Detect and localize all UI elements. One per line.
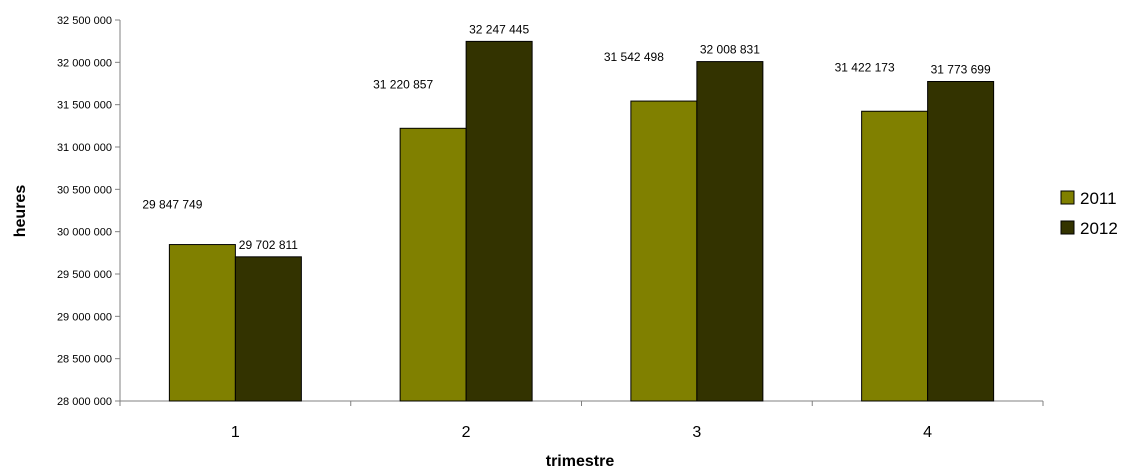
bars — [168, 40, 995, 402]
bar-2012-3 — [696, 61, 764, 402]
y-tick-label: 30 000 000 — [57, 227, 112, 239]
data-label-2011-4: 31 422 173 — [835, 60, 895, 74]
bar-2012-1 — [234, 256, 302, 402]
legend-swatch-2011 — [1060, 190, 1075, 205]
y-tick-label: 32 500 000 — [57, 15, 112, 27]
data-label-2011-1: 29 847 749 — [142, 198, 202, 212]
bar-2011-1 — [168, 244, 236, 402]
x-axis-ticks: 1 2 3 4 — [119, 401, 1044, 441]
legend-item-2012: 2012 — [1060, 219, 1118, 238]
bar-2011-3 — [630, 100, 698, 402]
x-tick-label: 4 — [923, 424, 932, 441]
data-label-2011-3: 31 542 498 — [604, 50, 664, 64]
y-tick-label: 29 500 000 — [57, 269, 112, 281]
x-axis-title: trimestre — [546, 453, 615, 470]
y-tick-label: 31 500 000 — [57, 100, 112, 112]
y-tick-label: 29 000 000 — [57, 311, 112, 323]
y-tick-label: 30 500 000 — [57, 184, 112, 196]
legend-swatch-2012 — [1060, 220, 1075, 235]
bar-2012-4 — [927, 80, 995, 402]
data-label-2012-3: 32 008 831 — [700, 43, 760, 57]
legend-label-2011: 2011 — [1080, 189, 1117, 208]
y-tick-label: 28 000 000 — [57, 396, 112, 408]
y-axis-ticks: 28 000 000 28 500 000 29 000 000 29 500 000… — [57, 15, 120, 408]
data-label-2011-2: 31 220 857 — [373, 77, 433, 91]
bar-2011-4 — [861, 110, 929, 402]
y-tick-label: 31 000 000 — [57, 142, 112, 154]
y-tick-label: 28 500 000 — [57, 354, 112, 366]
legend-item-2011: 2011 — [1060, 189, 1117, 208]
x-tick-label: 3 — [692, 424, 701, 441]
bar-2012-2 — [465, 40, 533, 402]
data-label-2012-4: 31 773 699 — [931, 62, 991, 76]
data-label-2012-2: 32 247 445 — [469, 22, 529, 36]
x-tick-label: 2 — [462, 424, 471, 441]
legend-label-2012: 2012 — [1080, 219, 1118, 238]
y-tick-label: 32 000 000 — [57, 57, 112, 69]
legend: 2011 2012 — [1060, 189, 1118, 238]
bar-2011-2 — [399, 127, 467, 402]
data-labels: 29 847 749 31 220 857 31 542 498 31 422 173… — [142, 22, 991, 251]
y-axis-title: heures — [12, 185, 29, 238]
x-tick-label: 1 — [231, 424, 240, 441]
data-label-2012-1: 29 702 811 — [239, 238, 298, 252]
